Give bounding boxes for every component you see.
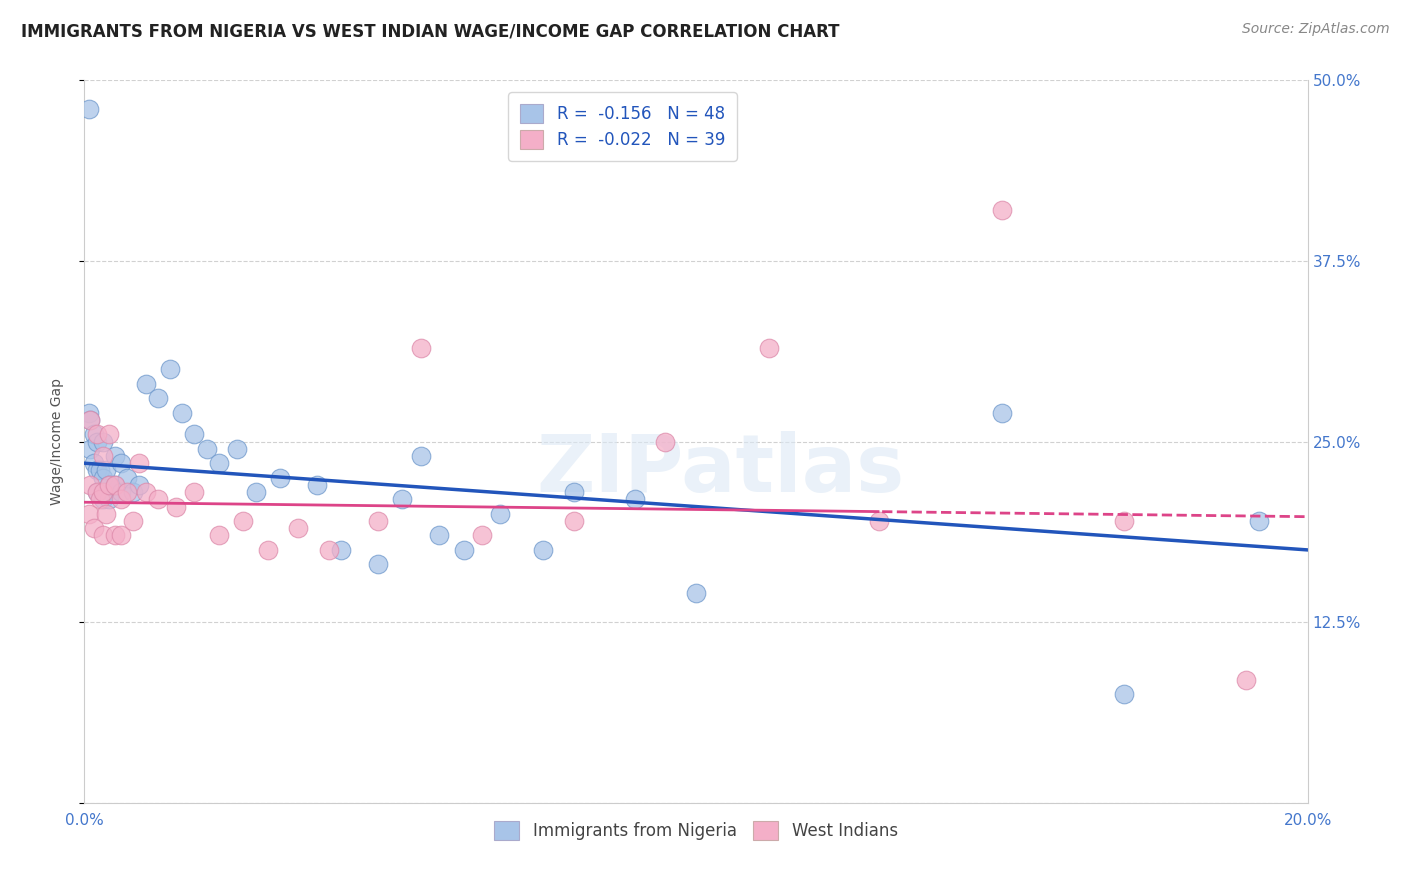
Point [110,528,132,542]
Point [427,528,450,542]
Point [79,413,101,427]
Point [991,203,1014,218]
Y-axis label: Wage/Income Gap: Wage/Income Gap [49,378,63,505]
Point [135,485,157,500]
Point [104,449,127,463]
Point [91,449,114,463]
Point [654,434,676,449]
Point [165,500,187,514]
Point [97,478,120,492]
Point [86,485,108,500]
Point [453,542,475,557]
Point [110,492,132,507]
Point [318,542,340,557]
Point [471,528,494,542]
Text: ZIPatlas: ZIPatlas [536,432,904,509]
Point [1236,673,1258,687]
Point [83,456,105,470]
Point [226,442,249,456]
Point [1247,514,1270,528]
Point [489,507,512,521]
Point [110,456,132,470]
Point [104,478,127,492]
Point [232,514,254,528]
Point [287,521,309,535]
Point [89,463,111,477]
Point [122,485,145,500]
Point [245,485,267,500]
Point [110,485,132,500]
Point [257,542,280,557]
Point [97,427,120,442]
Point [159,362,181,376]
Point [86,434,108,449]
Point [367,514,389,528]
Point [83,521,105,535]
Point [391,492,413,507]
Point [208,528,231,542]
Point [195,442,218,456]
Point [172,406,194,420]
Point [128,456,150,470]
Point [1114,514,1136,528]
Point [115,470,138,484]
Point [79,413,101,427]
Point [1114,687,1136,701]
Point [269,470,291,484]
Point [562,485,585,500]
Point [83,427,105,442]
Point [91,528,114,542]
Point [91,470,114,484]
Point [758,341,780,355]
Point [104,478,127,492]
Point [77,406,100,420]
Point [97,478,120,492]
Point [183,485,205,500]
Point [91,492,114,507]
Point [562,514,585,528]
Point [77,102,100,116]
Point [122,514,145,528]
Point [685,586,707,600]
Point [86,485,108,500]
Point [91,434,114,449]
Point [183,427,205,442]
Point [367,558,389,572]
Point [305,478,328,492]
Point [146,391,169,405]
Text: Source: ZipAtlas.com: Source: ZipAtlas.com [1241,22,1389,37]
Point [79,442,101,456]
Point [77,507,100,521]
Point [146,492,169,507]
Point [330,542,353,557]
Point [991,406,1014,420]
Point [89,492,111,507]
Legend: Immigrants from Nigeria, West Indians: Immigrants from Nigeria, West Indians [486,813,905,848]
Point [208,456,231,470]
Point [94,507,117,521]
Point [79,478,101,492]
Point [128,478,150,492]
Point [624,492,647,507]
Point [104,528,127,542]
Point [531,542,554,557]
Point [135,376,157,391]
Point [86,463,108,477]
Point [91,485,114,500]
Point [94,463,117,477]
Point [409,341,432,355]
Text: IMMIGRANTS FROM NIGERIA VS WEST INDIAN WAGE/INCOME GAP CORRELATION CHART: IMMIGRANTS FROM NIGERIA VS WEST INDIAN W… [21,22,839,40]
Point [86,427,108,442]
Point [115,485,138,500]
Point [97,492,120,507]
Point [409,449,432,463]
Point [869,514,891,528]
